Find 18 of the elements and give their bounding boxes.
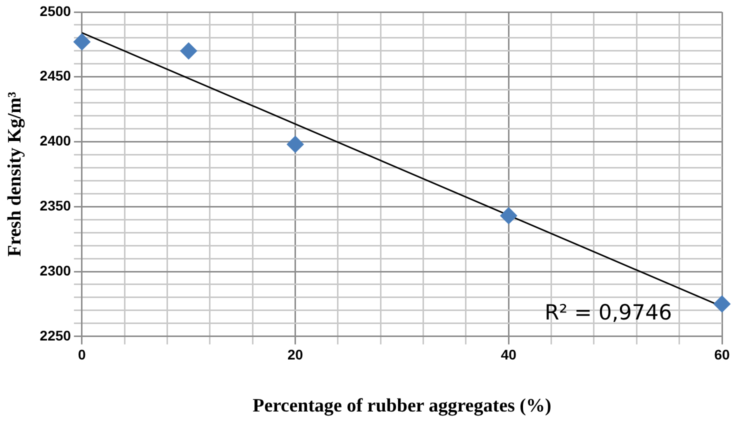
point [286,136,304,153]
x-tick-label: 60 [714,346,730,363]
x-tick-label: 0 [78,346,86,363]
y-tick-label: 2250 [40,327,72,344]
point [500,207,518,224]
point [180,42,198,60]
y-tick-label: 2400 [40,132,72,149]
y-tick-label: 2300 [40,262,72,278]
y-tick-label: 2500 [40,2,72,19]
x-tick-label: 20 [288,346,304,363]
x-tick-label: 40 [500,346,517,363]
annotation: R² = 0,9746 [544,300,672,324]
point [714,295,730,312]
point [73,33,90,50]
x-axis-title: Percentage of rubber aggregates (%) [252,396,552,417]
y-tick-label: 2350 [40,198,72,214]
y-tick-label: 2450 [40,68,72,84]
y-axis-title: Fresh density Kg/m³ [4,92,26,257]
